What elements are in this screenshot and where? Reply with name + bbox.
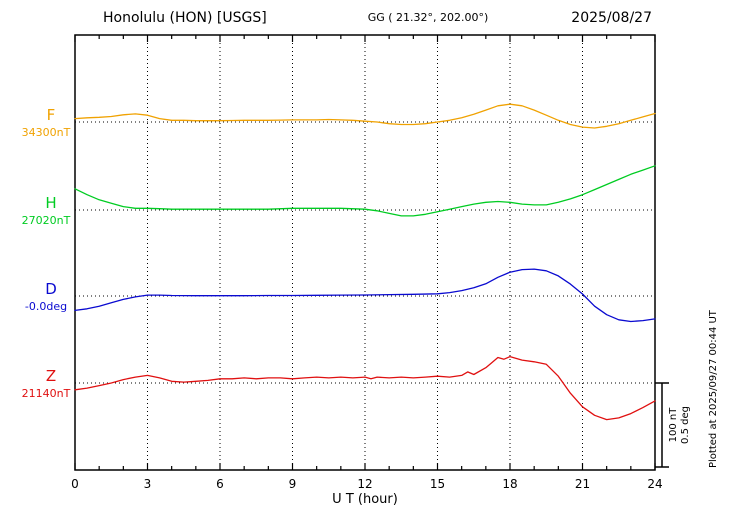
scale-bar: 100 nT 0.5 deg	[655, 382, 691, 468]
trace-H	[74, 165, 656, 217]
scale-bar-nt-label: 100 nT	[668, 407, 679, 443]
x-tick-label-0: 0	[71, 477, 79, 491]
trace-letter-Z: Z	[46, 367, 56, 385]
x-tick-label-24: 24	[647, 477, 662, 491]
x-tick-label-12: 12	[357, 477, 372, 491]
plotted-at-note: Plotted at 2025/09/27 00:44 UT	[708, 309, 719, 468]
scale-bar-deg-label: 0.5 deg	[680, 406, 691, 444]
x-tick-label-3: 3	[144, 477, 152, 491]
plot-frame	[74, 34, 656, 471]
trace-base-value-F: 34300nT	[22, 126, 71, 139]
trace-letter-H: H	[45, 194, 56, 212]
trace-letter-D: D	[45, 280, 57, 298]
trace-base-value-D: -0.0deg	[25, 300, 67, 313]
x-axis-label: U T (hour)	[332, 492, 398, 507]
x-tick-label-18: 18	[502, 477, 517, 491]
trace-base-value-H: 27020nT	[22, 214, 71, 227]
x-tick-label-21: 21	[575, 477, 590, 491]
trace-base-value-Z: 21140nT	[22, 387, 71, 400]
observation-date: 2025/08/27	[571, 10, 652, 26]
chart-layer: 0 3 6 9 12 15 18 21 24 F 34300nT H 27020nT D -0.0deg Z 2…	[22, 35, 663, 491]
x-tick-label-6: 6	[216, 477, 224, 491]
trace-F	[74, 103, 656, 129]
x-tick-label-15: 15	[430, 477, 445, 491]
station-title: Honolulu (HON) [USGS]	[103, 10, 267, 26]
trace-letter-F: F	[47, 106, 56, 124]
trace-Z	[74, 355, 656, 421]
x-tick-label-9: 9	[289, 477, 297, 491]
geographic-coordinates: GG ( 21.32°, 202.00°)	[368, 11, 489, 24]
trace-D	[74, 268, 656, 323]
